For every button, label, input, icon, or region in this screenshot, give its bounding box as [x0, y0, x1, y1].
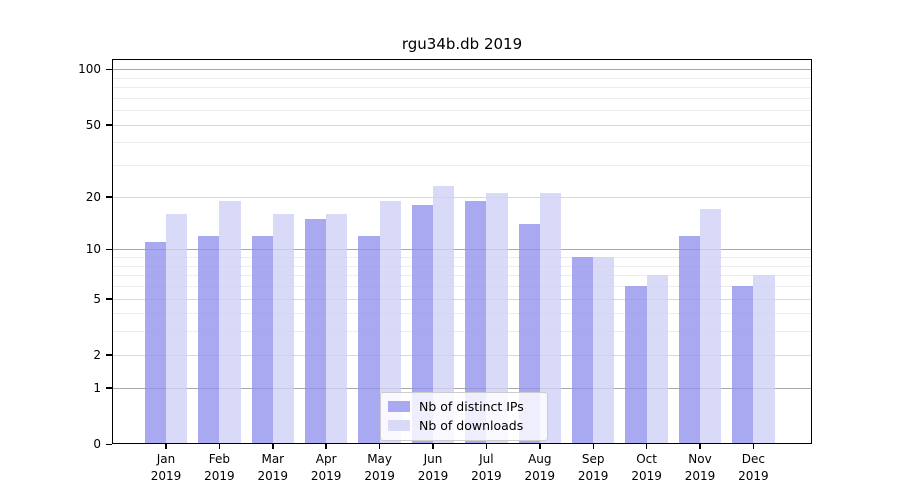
y-tick-label-20: 20: [85, 189, 101, 204]
x-tick-mark-mar: [272, 444, 274, 449]
y-tick-mark-1: [106, 387, 112, 389]
bar-apr-downloads: [326, 213, 348, 444]
y-tick-mark-50: [106, 124, 112, 126]
gridline-20: [112, 196, 812, 198]
bar-sep-distinct-ips: [572, 257, 594, 444]
gridline-30: [112, 165, 812, 167]
legend-item-downloads: Nb of downloads: [388, 416, 539, 435]
gridline-7: [112, 275, 812, 277]
bar-jun-downloads: [433, 185, 455, 444]
y-tick-mark-2: [106, 354, 112, 356]
bars-layer: [112, 59, 812, 444]
x-tick-label-feb: Feb 2019: [204, 452, 235, 483]
plot-area: [112, 59, 812, 444]
y-tick-mark-0: [106, 443, 112, 445]
legend-label-downloads: Nb of downloads: [419, 418, 524, 433]
x-tick-label-jan: Jan 2019: [150, 452, 182, 483]
x-tick-mark-apr: [325, 444, 327, 449]
x-tick-label-oct: Oct 2019: [631, 452, 662, 483]
x-tick-mark-oct: [645, 444, 648, 449]
grid-layer: [112, 59, 812, 444]
gridline-5: [112, 298, 812, 300]
bar-feb-distinct-ips: [198, 235, 220, 444]
bar-oct-downloads: [646, 275, 668, 444]
x-tick-mark-sep: [592, 444, 594, 449]
gridline-70: [112, 97, 812, 99]
x-tick-label-jun: Jun 2019: [417, 452, 449, 483]
x-tick-label-apr: Apr 2019: [310, 452, 342, 483]
bar-mar-downloads: [272, 213, 294, 444]
distinct-ips-swatch-icon: [388, 401, 410, 412]
legend-item-distinct-ips: Nb of distinct IPs: [388, 397, 539, 416]
x-tick-label-jul: Jul 2019: [471, 452, 502, 483]
legend: Nb of distinct IPs Nb of downloads: [380, 392, 548, 441]
x-tick-mark-nov: [699, 444, 701, 449]
x-tick-mark-may: [378, 444, 381, 449]
gridline-8: [112, 265, 812, 267]
x-tick-label-nov: Nov 2019: [684, 452, 716, 483]
legend-label-distinct-ips: Nb of distinct IPs: [419, 399, 524, 414]
bar-may-downloads: [379, 200, 401, 444]
bar-dec-downloads: [753, 275, 775, 444]
x-tick-label-dec: Dec 2019: [738, 452, 769, 483]
y-tick-label-10: 10: [85, 242, 101, 257]
bar-jan-downloads: [166, 213, 188, 444]
x-tick-mark-jan: [165, 444, 167, 449]
x-tick-mark-dec: [752, 444, 755, 449]
x-tick-label-mar: Mar 2019: [257, 452, 289, 483]
y-tick-mark-5: [106, 298, 112, 300]
bar-jan-distinct-ips: [144, 242, 166, 444]
x-tick-mark-jun: [432, 444, 434, 449]
bar-aug-downloads: [539, 193, 561, 444]
gridline-40: [112, 142, 812, 144]
x-tick-label-aug: Aug 2019: [524, 452, 556, 483]
x-tick-mark-jul: [485, 444, 488, 449]
y-tick-label-100: 100: [78, 62, 101, 77]
bar-mar-distinct-ips: [251, 235, 273, 444]
bar-aug-distinct-ips: [518, 224, 540, 444]
gridline-80: [112, 87, 812, 89]
y-tick-label-5: 5: [93, 291, 101, 306]
y-tick-label-0: 0: [93, 437, 101, 451]
y-tick-label-2: 2: [93, 347, 101, 362]
bar-sep-downloads: [593, 257, 615, 444]
gridline-6: [112, 286, 812, 287]
bar-dec-distinct-ips: [732, 286, 754, 444]
chart-title: rgu34b.db 2019: [401, 35, 523, 53]
x-tick-mark-aug: [539, 444, 541, 449]
gridline-2: [112, 354, 812, 356]
x-tick-label-sep: Sep 2019: [577, 452, 609, 483]
gridline-4: [112, 313, 812, 315]
y-tick-mark-100: [106, 68, 112, 71]
bar-apr-distinct-ips: [305, 218, 327, 444]
gridline-50: [112, 124, 812, 126]
gridline-100: [112, 69, 812, 71]
downloads-swatch-icon: [388, 420, 410, 431]
bar-nov-downloads: [700, 209, 722, 444]
y-tick-label-50: 50: [85, 117, 101, 132]
bar-jun-distinct-ips: [411, 204, 433, 444]
bar-nov-distinct-ips: [678, 235, 700, 444]
bar-may-distinct-ips: [358, 235, 380, 444]
bar-feb-downloads: [219, 200, 241, 444]
bar-jul-distinct-ips: [465, 200, 487, 444]
gridline-9: [112, 257, 812, 258]
x-tick-mark-feb: [218, 444, 221, 449]
gridline-3: [112, 331, 812, 333]
bar-oct-distinct-ips: [625, 286, 647, 444]
gridline-10: [112, 249, 812, 251]
y-tick-mark-20: [106, 196, 112, 198]
gridline-60: [112, 110, 812, 112]
y-tick-mark-10: [106, 248, 112, 251]
x-tick-label-may: May 2019: [364, 452, 395, 483]
bar-jul-downloads: [486, 193, 508, 444]
gridline-90: [112, 77, 812, 79]
y-tick-label-1: 1: [93, 380, 101, 395]
gridline-1: [112, 387, 812, 389]
